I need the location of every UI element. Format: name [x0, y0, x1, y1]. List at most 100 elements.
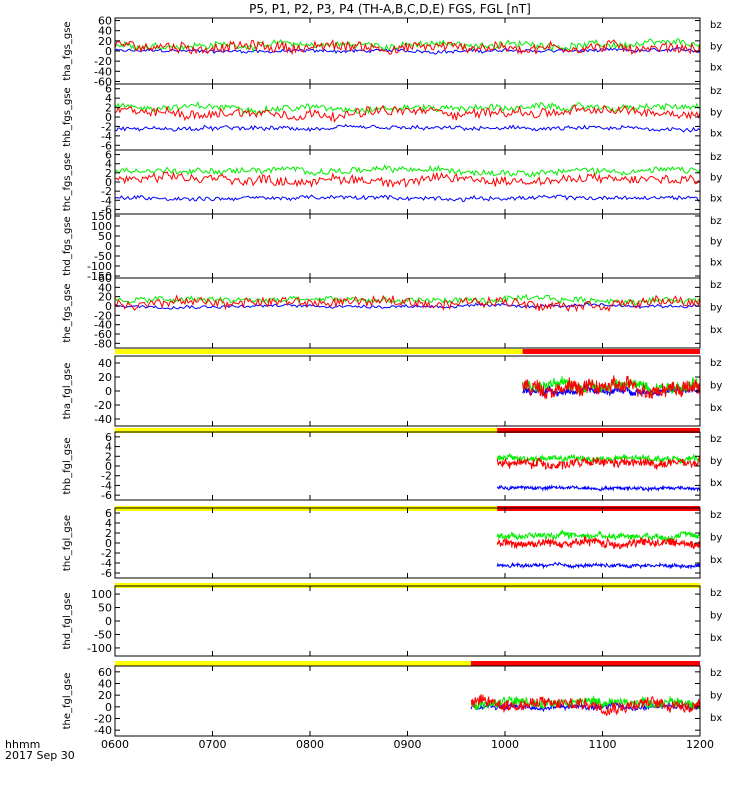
y-tick-label: 40: [98, 678, 112, 691]
series-bz: [522, 375, 701, 400]
time-axis-label: hhmm: [5, 738, 40, 751]
legend: bz by bx: [710, 216, 722, 268]
legend-bz: bz: [710, 86, 722, 97]
series-bz: [470, 693, 701, 717]
y-tick-label: 50: [98, 230, 112, 243]
legend: bz by bx: [710, 668, 722, 724]
legend: bz by bx: [710, 86, 722, 140]
y-tick-label: -100: [87, 642, 112, 655]
legend-bz: bz: [710, 152, 722, 163]
y-tick-label: -6: [101, 567, 112, 580]
legend-by: by: [710, 456, 722, 467]
legend: bz by bx: [710, 434, 722, 489]
y-tick-label: -40: [94, 65, 112, 78]
y-tick-label: -60: [94, 328, 112, 341]
series-bx: [114, 302, 701, 310]
y-tick-label: 4: [105, 92, 112, 105]
y-tick-label: 2: [105, 527, 112, 540]
series-bz: [496, 536, 701, 550]
legend-bx: bx: [710, 257, 722, 268]
series-by: [114, 164, 701, 178]
y-tick-label: -6: [101, 139, 112, 152]
legend-bz: bz: [710, 588, 722, 599]
series-bz: [114, 103, 701, 123]
x-tick-label: 0900: [394, 738, 422, 751]
y-tick-label: 0: [105, 537, 112, 550]
y-tick-label: -20: [94, 713, 112, 726]
y-tick-label: 4: [105, 441, 112, 454]
series-by: [114, 38, 701, 53]
y-axis-label: thc_fgs_gse: [62, 153, 73, 212]
legend-bx: bx: [710, 63, 722, 74]
y-tick-label: -20: [94, 399, 112, 412]
panel-frame: [114, 585, 701, 657]
legend: bz by bx: [710, 280, 722, 336]
x-tick-label: 0700: [199, 738, 227, 751]
legend-by: by: [710, 107, 722, 118]
legend-by: by: [710, 691, 722, 702]
y-tick-label: 0: [105, 45, 112, 58]
y-tick-label: 20: [98, 291, 112, 304]
legend-bx: bx: [710, 555, 722, 566]
y-tick-label: -60: [94, 75, 112, 88]
legend-by: by: [710, 41, 722, 52]
y-tick-label: 4: [105, 517, 112, 530]
x-tick-label: 0800: [296, 738, 324, 751]
y-tick-label: 100: [91, 220, 112, 233]
y-tick-label: 100: [91, 588, 112, 601]
legend-by: by: [710, 611, 722, 622]
legend-bx: bx: [710, 193, 722, 204]
date-label: 2017 Sep 30: [5, 749, 75, 762]
y-tick-label: -6: [101, 203, 112, 216]
y-tick-label: 20: [98, 35, 112, 48]
y-tick-label: 150: [91, 210, 112, 223]
y-axis-label: thb_fgs_gse: [62, 87, 73, 146]
series-bx: [114, 194, 701, 203]
y-tick-label: 2: [105, 102, 112, 115]
legend-bz: bz: [710, 510, 722, 521]
y-tick-label: 0: [105, 701, 112, 714]
y-tick-label: -50: [94, 628, 112, 641]
series-bz: [496, 455, 701, 471]
y-axis-label: thc_fgl_gse: [62, 515, 73, 571]
y-axis-label: tha_fgs_gse: [62, 21, 73, 80]
legend: bz by bx: [710, 20, 722, 74]
series-bx: [496, 484, 701, 493]
y-tick-label: -40: [94, 413, 112, 426]
legend-by: by: [710, 303, 722, 314]
y-tick-label: -2: [101, 547, 112, 560]
y-tick-label: -4: [101, 130, 112, 143]
series-by: [496, 529, 701, 543]
series-by: [114, 100, 701, 115]
y-tick-label: 20: [98, 371, 112, 384]
status-bar-on: [522, 349, 700, 354]
panel-frame: [114, 431, 701, 501]
y-tick-label: 0: [105, 385, 112, 398]
y-tick-label: 50: [98, 602, 112, 615]
y-tick-label: -40: [94, 724, 112, 737]
y-tick-label: 20: [98, 689, 112, 702]
legend-bx: bx: [710, 713, 722, 724]
y-tick-label: 40: [98, 281, 112, 294]
y-tick-label: 6: [105, 149, 112, 162]
legend-bz: bz: [710, 668, 722, 679]
y-tick-label: -2: [101, 470, 112, 483]
y-tick-label: 6: [105, 507, 112, 520]
status-bar-off: [115, 349, 523, 354]
series-by: [114, 293, 701, 307]
legend-by: by: [710, 237, 722, 248]
y-axis-label: thb_fgl_gse: [62, 438, 73, 495]
x-tick-label: 0600: [101, 738, 129, 751]
legend-bx: bx: [710, 129, 722, 140]
y-axis-label: thd_fgl_gse: [62, 593, 73, 650]
legend-bx: bx: [710, 633, 722, 644]
x-tick-label: 1000: [491, 738, 519, 751]
y-tick-label: -2: [101, 185, 112, 198]
series-bz: [114, 294, 701, 313]
